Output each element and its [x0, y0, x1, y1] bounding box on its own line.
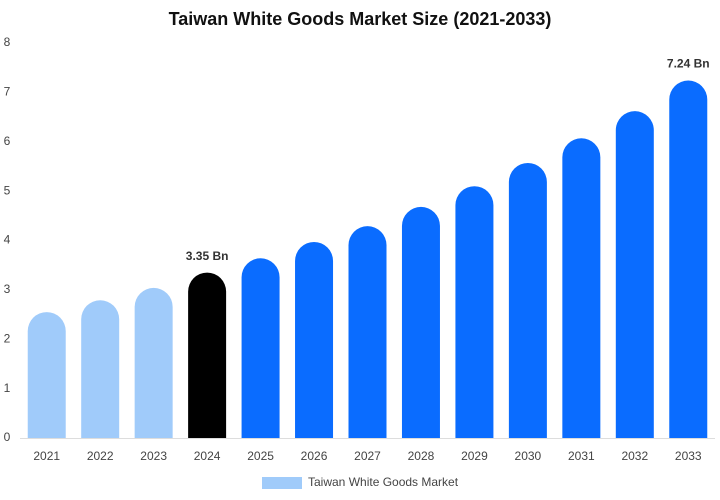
x-tick-label: 2026 [301, 449, 328, 463]
bar [81, 300, 120, 438]
y-tick-label: 0 [4, 430, 11, 444]
x-tick-label: 2031 [568, 449, 595, 463]
x-tick-label: 2032 [621, 449, 648, 463]
y-tick-label: 3 [4, 282, 11, 296]
bar [401, 206, 440, 438]
x-tick-label: 2022 [87, 449, 114, 463]
bar [188, 272, 227, 438]
legend-swatch [262, 477, 302, 489]
legend-label: Taiwan White Goods Market [308, 475, 459, 489]
bar [27, 312, 66, 438]
x-tick-label: 2025 [247, 449, 274, 463]
bar [508, 162, 547, 438]
y-tick-label: 8 [4, 35, 11, 49]
y-tick-label: 5 [4, 183, 11, 197]
y-tick-label: 2 [4, 331, 11, 345]
x-tick-label: 2028 [408, 449, 435, 463]
bar [455, 186, 494, 438]
bar [562, 138, 601, 438]
value-label: 3.35 Bn [186, 249, 229, 263]
bar [241, 258, 280, 438]
value-label: 7.24 Bn [667, 57, 710, 71]
x-tick-label: 2023 [140, 449, 167, 463]
chart-title: Taiwan White Goods Market Size (2021-203… [169, 9, 552, 29]
x-tick-label: 2030 [515, 449, 542, 463]
x-tick-label: 2024 [194, 449, 221, 463]
y-tick-label: 6 [4, 134, 11, 148]
y-tick-label: 4 [4, 233, 11, 247]
x-tick-label: 2027 [354, 449, 381, 463]
bar [615, 111, 654, 438]
bar [295, 241, 334, 438]
y-tick-label: 7 [4, 85, 11, 99]
x-tick-label: 2021 [33, 449, 60, 463]
bar [669, 80, 708, 438]
x-tick-label: 2033 [675, 449, 702, 463]
x-tick-label: 2029 [461, 449, 488, 463]
y-tick-label: 1 [4, 381, 11, 395]
bar [348, 226, 387, 438]
bar [134, 287, 173, 438]
